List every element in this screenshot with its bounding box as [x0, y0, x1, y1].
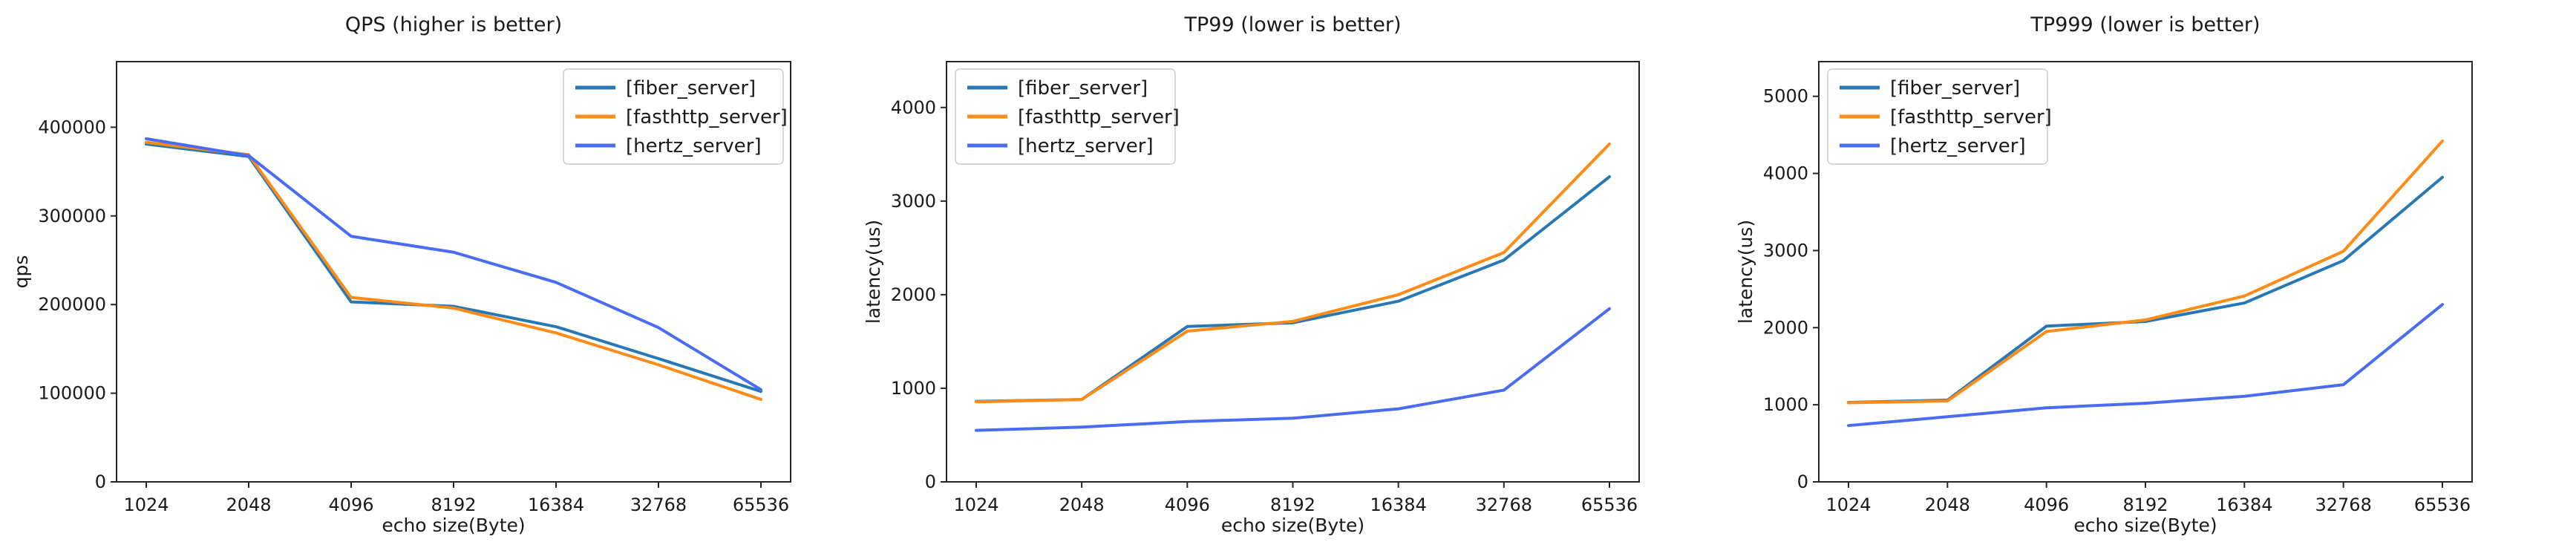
series-line-fiber_server	[145, 143, 762, 394]
x-tick-label: 32768	[630, 494, 687, 515]
y-tick-label: 0	[925, 471, 936, 492]
tp999-chart: TP999 (lower is better) 0 1000 2000 3000 4000…	[1718, 0, 2576, 542]
y-tick-label: 1000	[891, 378, 936, 399]
x-tick-label: 65536	[733, 494, 789, 515]
x-tick-label: 2048	[1059, 494, 1105, 515]
x-tick-label: 32768	[2315, 494, 2371, 515]
tp99-chart: TP99 (lower is better) 0 1000 2000 3000 4000 1…	[859, 0, 1718, 542]
x-tick-label: 16384	[2216, 494, 2272, 515]
qps-chart: QPS (higher is better) 0 100000 200000 30000…	[0, 0, 859, 542]
chart-title: TP999 (lower is better)	[2030, 13, 2260, 36]
y-tick-label: 1000	[1763, 394, 1808, 415]
x-tick-label: 8192	[431, 494, 476, 515]
series-line-hertz_server	[1847, 303, 2444, 428]
legend-label: [fasthttp_server]	[626, 106, 788, 128]
x-tick-label: 4096	[2024, 494, 2069, 515]
x-tick-label: 16384	[528, 494, 584, 515]
y-tick-label: 3000	[1763, 240, 1808, 261]
legend-label: [hertz_server]	[626, 135, 762, 157]
chart-canvas: TP999 (lower is better) 0 1000 2000 3000 4000…	[1735, 13, 2473, 536]
legend: [fiber_server] [fasthttp_server] [hertz_se…	[955, 68, 1180, 165]
x-tick-label: 1024	[123, 494, 169, 515]
series-line-fiber_server	[975, 175, 1611, 403]
chart-title: TP99 (lower is better)	[1184, 13, 1402, 36]
x-tick-label: 8192	[1270, 494, 1315, 515]
y-tick-label: 200000	[38, 294, 106, 315]
y-tick-label: 4000	[891, 97, 936, 118]
legend: [fiber_server] [fasthttp_server] [hertz_se…	[1827, 68, 2052, 165]
chart-title: QPS (higher is better)	[345, 13, 562, 36]
x-axis-label: echo size(Byte)	[2073, 515, 2217, 536]
y-tick-label: 4000	[1763, 163, 1808, 184]
x-tick-label: 32768	[1476, 494, 1532, 515]
y-tick-label: 300000	[38, 206, 106, 226]
y-axis-label: latency(us)	[863, 220, 884, 324]
series-line-fasthttp_server	[975, 142, 1611, 404]
x-tick-label: 8192	[2122, 494, 2168, 515]
chart-canvas: TP99 (lower is better) 0 1000 2000 3000 4000 1…	[863, 13, 1640, 536]
y-tick-label: 3000	[891, 191, 936, 212]
x-tick-label: 4096	[1165, 494, 1210, 515]
y-tick-label: 2000	[1763, 317, 1808, 338]
legend-label: [fasthttp_server]	[1890, 106, 2052, 128]
x-tick-label: 1024	[953, 494, 998, 515]
y-tick-label: 400000	[38, 117, 106, 137]
x-tick-label: 2048	[226, 494, 271, 515]
legend-label: [hertz_server]	[1018, 135, 1154, 157]
x-tick-label: 4096	[328, 494, 373, 515]
chart-canvas: QPS (higher is better) 0 100000 200000 30000…	[10, 13, 791, 536]
legend-label: [fasthttp_server]	[1018, 106, 1180, 128]
y-tick-label: 0	[1797, 471, 1808, 492]
legend-box	[955, 68, 1176, 165]
y-tick-label: 100000	[38, 383, 106, 404]
x-tick-label: 65536	[2414, 494, 2471, 515]
legend-box	[563, 68, 784, 165]
series-line-hertz_server	[975, 307, 1611, 432]
legend: [fiber_server] [fasthttp_server] [hertz_se…	[563, 68, 788, 165]
legend-label: [fiber_server]	[1890, 77, 2020, 99]
x-tick-label: 1024	[1825, 494, 1871, 515]
y-tick-label: 0	[95, 471, 106, 492]
legend-box	[1827, 68, 2048, 165]
y-tick-label: 2000	[891, 284, 936, 305]
x-tick-label: 65536	[1581, 494, 1638, 515]
x-axis-label: echo size(Byte)	[382, 515, 525, 536]
series-line-hertz_server	[145, 137, 762, 391]
legend-label: [fiber_server]	[626, 77, 756, 99]
x-axis-label: echo size(Byte)	[1221, 515, 1364, 536]
series-line-fiber_server	[1847, 175, 2444, 405]
x-tick-label: 16384	[1370, 494, 1426, 515]
y-axis-label: latency(us)	[1735, 220, 1756, 324]
y-tick-label: 5000	[1763, 86, 1808, 107]
y-axis-label: qps	[10, 255, 32, 289]
x-tick-label: 2048	[1925, 494, 1970, 515]
legend-label: [fiber_server]	[1018, 77, 1148, 99]
legend-label: [hertz_server]	[1890, 135, 2026, 157]
series-line-fasthttp_server	[1847, 139, 2444, 405]
